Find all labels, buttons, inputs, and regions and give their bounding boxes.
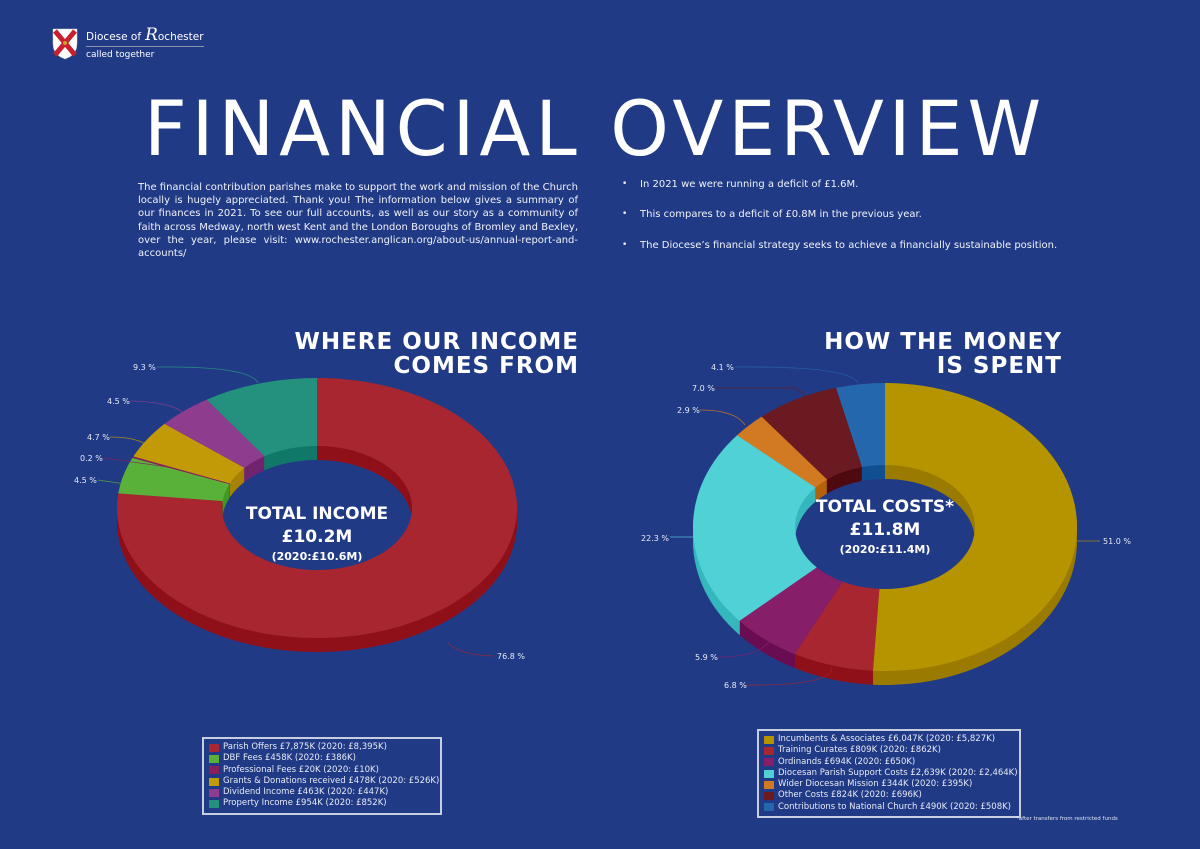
income-donut-chart: TOTAL INCOME £10.2M (2020:£10.6M) 76.8 % 4.5… bbox=[74, 363, 525, 661]
legend-item: Contributions to National Church £490K (… bbox=[764, 802, 1014, 813]
donut-slice-parish-offers bbox=[116, 378, 517, 638]
center-prev-year: (2020:£11.4M) bbox=[840, 543, 931, 556]
center-title: TOTAL INCOME bbox=[246, 504, 388, 524]
legend-swatch bbox=[764, 769, 774, 778]
donut-slice-ordinands bbox=[739, 567, 843, 655]
percent-label: 0.2 % bbox=[80, 454, 103, 463]
legend-label: Ordinands £694K (2020: £650K) bbox=[778, 756, 916, 767]
legend-item: Wider Diocesan Mission £344K (2020: £395… bbox=[764, 779, 1014, 790]
percent-label: 4.7 % bbox=[87, 433, 110, 442]
legend-swatch bbox=[764, 780, 774, 789]
legend-label: Diocesan Parish Support Costs £2,639K (2… bbox=[778, 767, 1018, 778]
legend-swatch bbox=[764, 803, 774, 812]
donut-slice-dbf-fees bbox=[118, 457, 230, 502]
costs-footnote: *after transfers from restricted funds bbox=[1016, 816, 1118, 822]
legend-item: DBF Fees £458K (2020: £386K) bbox=[209, 753, 435, 764]
percent-label: 9.3 % bbox=[133, 363, 156, 372]
logo-name: ochester bbox=[157, 31, 204, 43]
center-value: £11.8M bbox=[850, 520, 921, 540]
percent-label: 22.3 % bbox=[641, 534, 669, 543]
percent-label: 2.9 % bbox=[677, 406, 700, 415]
legend-label: Parish Offers £7,875K (2020: £8,395K) bbox=[223, 742, 387, 752]
percent-label: 7.0 % bbox=[692, 384, 715, 393]
legend-item: Diocesan Parish Support Costs £2,639K (2… bbox=[764, 768, 1018, 779]
legend-item: Property Income £954K (2020: £852K) bbox=[209, 798, 435, 809]
logo-prefix: Diocese of bbox=[86, 31, 142, 43]
bullet-item: The Diocese’s financial strategy seeks t… bbox=[622, 239, 1072, 252]
page-title: FINANCIAL OVERVIEW bbox=[143, 84, 1047, 173]
legend-item: Training Curates £809K (2020: £862K) bbox=[764, 745, 1014, 756]
income-legend: Parish Offers £7,875K (2020: £8,395K) DBF… bbox=[202, 737, 442, 815]
legend-label: DBF Fees £458K (2020: £386K) bbox=[223, 753, 356, 764]
legend-label: Professional Fees £20K (2020: £10K) bbox=[223, 764, 379, 775]
donut-slice-diocesan-parish-support-costs bbox=[693, 435, 817, 621]
legend-swatch bbox=[764, 746, 774, 755]
legend-item: Dividend Income £463K (2020: £447K) bbox=[209, 787, 435, 798]
intro-paragraph: The financial contribution parishes make… bbox=[138, 182, 579, 260]
logo-initial: R bbox=[145, 25, 158, 45]
percent-label: 4.5 % bbox=[74, 476, 97, 485]
percent-label: 51.0 % bbox=[1103, 537, 1131, 546]
costs-legend: Incumbents & Associates £6,047K (2020: £… bbox=[757, 729, 1021, 819]
costs-donut-chart: TOTAL COSTS* £11.8M (2020:£11.4M) 51.0 % 6.8… bbox=[641, 363, 1131, 690]
donut-slice-wider-diocesan-mission bbox=[737, 416, 828, 488]
legend-swatch bbox=[209, 743, 219, 752]
legend-label: Other Costs £824K (2020: £696K) bbox=[778, 790, 922, 801]
legend-item: Grants & Donations received £478K (2020:… bbox=[209, 776, 439, 787]
legend-label: Wider Diocesan Mission £344K (2020: £395… bbox=[778, 779, 973, 790]
legend-label: Property Income £954K (2020: £852K) bbox=[223, 798, 387, 809]
legend-item: Other Costs £824K (2020: £696K) bbox=[764, 790, 1014, 801]
legend-item: Incumbents & Associates £6,047K (2020: £… bbox=[764, 734, 1014, 745]
bullet-item: In 2021 we were running a deficit of £1.… bbox=[622, 178, 1072, 191]
donut-slice-grants-donations-received bbox=[133, 423, 245, 484]
percent-label: 4.1 % bbox=[711, 363, 734, 372]
costs-title-line1: HOW THE MONEY bbox=[824, 329, 1062, 355]
legend-swatch bbox=[209, 788, 219, 797]
legend-label: Incumbents & Associates £6,047K (2020: £… bbox=[778, 734, 996, 744]
costs-section-title: HOW THE MONEY IS SPENT bbox=[760, 330, 1062, 378]
shield-icon bbox=[52, 28, 78, 60]
legend-swatch bbox=[209, 766, 219, 775]
legend-swatch bbox=[764, 758, 774, 767]
logo-tagline: called together bbox=[86, 50, 155, 60]
income-title-line2: COMES FROM bbox=[393, 353, 579, 379]
percent-label: 4.5 % bbox=[107, 397, 130, 406]
legend-label: Training Curates £809K (2020: £862K) bbox=[778, 745, 941, 756]
legend-label: Contributions to National Church £490K (… bbox=[778, 801, 1011, 812]
legend-item: Professional Fees £20K (2020: £10K) bbox=[209, 765, 435, 776]
bullet-item: This compares to a deficit of £0.8M in t… bbox=[622, 208, 1072, 221]
percent-label: 5.9 % bbox=[695, 653, 718, 662]
center-value: £10.2M bbox=[282, 527, 353, 547]
center-title: TOTAL COSTS* bbox=[816, 497, 954, 517]
donut-slice-contributions-to-national-church bbox=[836, 383, 885, 468]
legend-swatch bbox=[764, 792, 774, 801]
percent-label: 6.8 % bbox=[724, 681, 747, 690]
legend-label: Dividend Income £463K (2020: £447K) bbox=[223, 787, 389, 798]
legend-swatch bbox=[209, 754, 219, 763]
costs-title-line2: IS SPENT bbox=[936, 353, 1062, 379]
income-section-title: WHERE OUR INCOME COMES FROM bbox=[270, 330, 579, 378]
donut-slice-dividend-income bbox=[164, 399, 265, 468]
legend-label: Grants & Donations received £478K (2020:… bbox=[223, 775, 440, 786]
income-title-line1: WHERE OUR INCOME bbox=[294, 329, 579, 355]
summary-bullets: In 2021 we were running a deficit of £1.… bbox=[622, 178, 1072, 269]
donut-slice-incumbents-associates bbox=[872, 383, 1078, 672]
legend-swatch bbox=[764, 735, 774, 744]
donut-slice-property-income bbox=[206, 378, 317, 457]
donut-slice-professional-fees bbox=[132, 456, 230, 485]
legend-item: Parish Offers £7,875K (2020: £8,395K) bbox=[209, 742, 435, 753]
center-prev-year: (2020:£10.6M) bbox=[272, 550, 363, 563]
legend-swatch bbox=[209, 777, 219, 786]
donut-slice-training-curates bbox=[794, 581, 880, 671]
donut-slice-other-costs bbox=[761, 387, 863, 480]
legend-swatch bbox=[209, 800, 219, 809]
legend-item: Ordinands £694K (2020: £650K) bbox=[764, 757, 1014, 768]
percent-label: 76.8 % bbox=[497, 652, 525, 661]
